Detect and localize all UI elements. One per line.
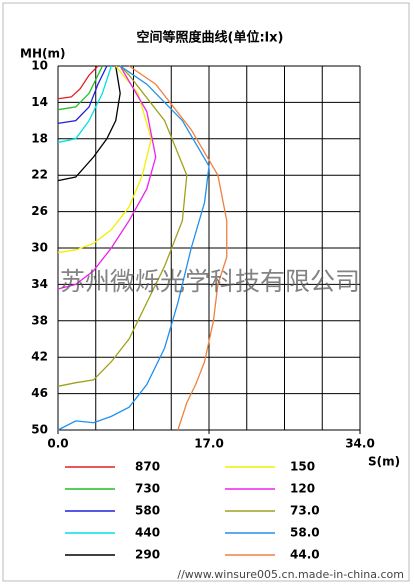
isolux-curve (57, 65, 157, 290)
isolux-curve (57, 65, 121, 182)
isolux-curve (57, 65, 210, 431)
y-tick-label: 22 (31, 168, 48, 182)
y-tick-label: 26 (31, 204, 48, 218)
watermark: 苏州微烁光学科技有限公司 (60, 267, 360, 296)
y-tick-label: 14 (31, 95, 48, 109)
x-axis-label: S(m) (368, 455, 400, 469)
isolux-curve (128, 65, 228, 431)
frame (2, 2, 410, 582)
x-tick-label: 0.0 (47, 437, 68, 451)
isolux-curve (57, 65, 99, 100)
legend-label: 150 (290, 460, 315, 474)
legend-label: 580 (135, 504, 160, 518)
x-tick-label: 34.0 (345, 437, 375, 451)
chart-title: 空间等照度曲线(单位:lx) (137, 30, 284, 46)
legend-label: 58.0 (290, 526, 320, 540)
legend-label: 120 (290, 482, 315, 496)
isolux-curve (57, 65, 188, 387)
legend-label: 730 (135, 482, 160, 496)
x-tick-label: 17.0 (194, 437, 224, 451)
legend-label: 44.0 (290, 548, 320, 562)
isolux-curve (57, 65, 103, 111)
y-tick-label: 10 (31, 59, 48, 73)
y-tick-label: 50 (31, 423, 48, 437)
y-tick-label: 34 (31, 277, 48, 291)
legend-label: 440 (135, 526, 160, 540)
y-tick-label: 30 (31, 241, 48, 255)
y-tick-label: 38 (31, 313, 48, 327)
legend-label: 290 (135, 548, 160, 562)
legend-label: 73.0 (290, 504, 320, 518)
y-tick-label: 18 (31, 131, 48, 145)
y-tick-label: 46 (31, 386, 48, 400)
y-axis-label: MH(m) (20, 47, 65, 61)
isolux-curve (57, 65, 112, 144)
legend-label: 870 (135, 460, 160, 474)
footer-url: //www.winsure005.cn.made-in-china.com (177, 568, 404, 581)
y-tick-label: 42 (31, 350, 48, 364)
isolux-curve (57, 65, 152, 254)
isolux-curve (57, 65, 108, 124)
